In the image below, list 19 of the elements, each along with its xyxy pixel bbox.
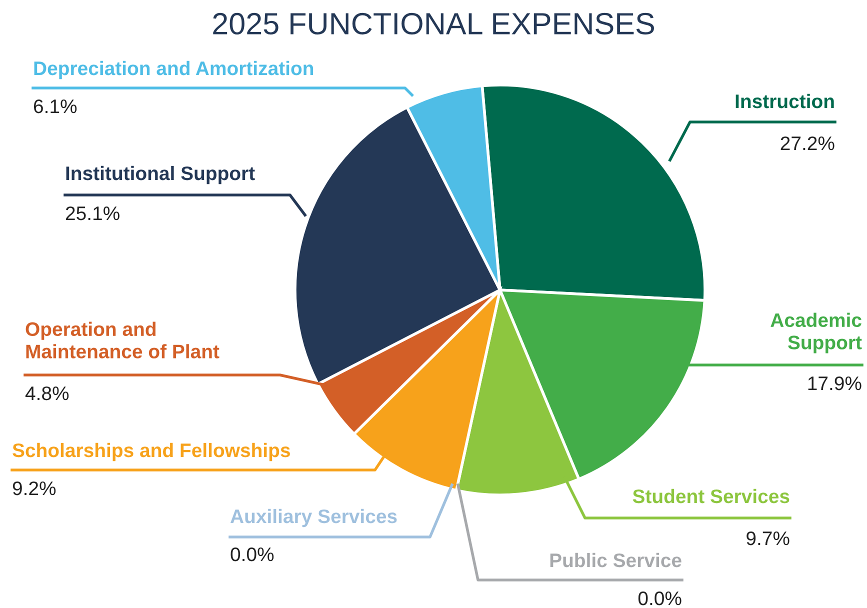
slice-label: Academic Support <box>770 312 862 354</box>
category-label: Auxiliary Services <box>230 508 397 528</box>
chart-title: 2025 FUNCTIONAL EXPENSES <box>213 12 654 35</box>
slice-label: Institutional Support <box>66 166 255 184</box>
data-label: 17.9% <box>808 376 862 390</box>
slice-label: Student Services <box>632 488 790 504</box>
slice-label: Instruction <box>736 94 834 108</box>
data-label: 4.8% <box>25 386 69 400</box>
slice-label: Operation and Maintenance of Plant <box>26 322 220 358</box>
category-label: Public Service <box>550 552 682 568</box>
slice-label: Scholarships and Fellowships <box>12 442 290 462</box>
data-label: 25.1% <box>66 206 120 220</box>
data-label: 27.2% <box>780 136 834 150</box>
data-label: 9.7% <box>746 531 790 546</box>
data-label: 6.1% <box>34 99 77 114</box>
text: 0.0% <box>638 591 682 606</box>
data-label: 9.2% <box>12 481 56 496</box>
slice-label: Depreciation and Amortization <box>34 60 314 80</box>
text: 0.0% <box>230 547 274 562</box>
